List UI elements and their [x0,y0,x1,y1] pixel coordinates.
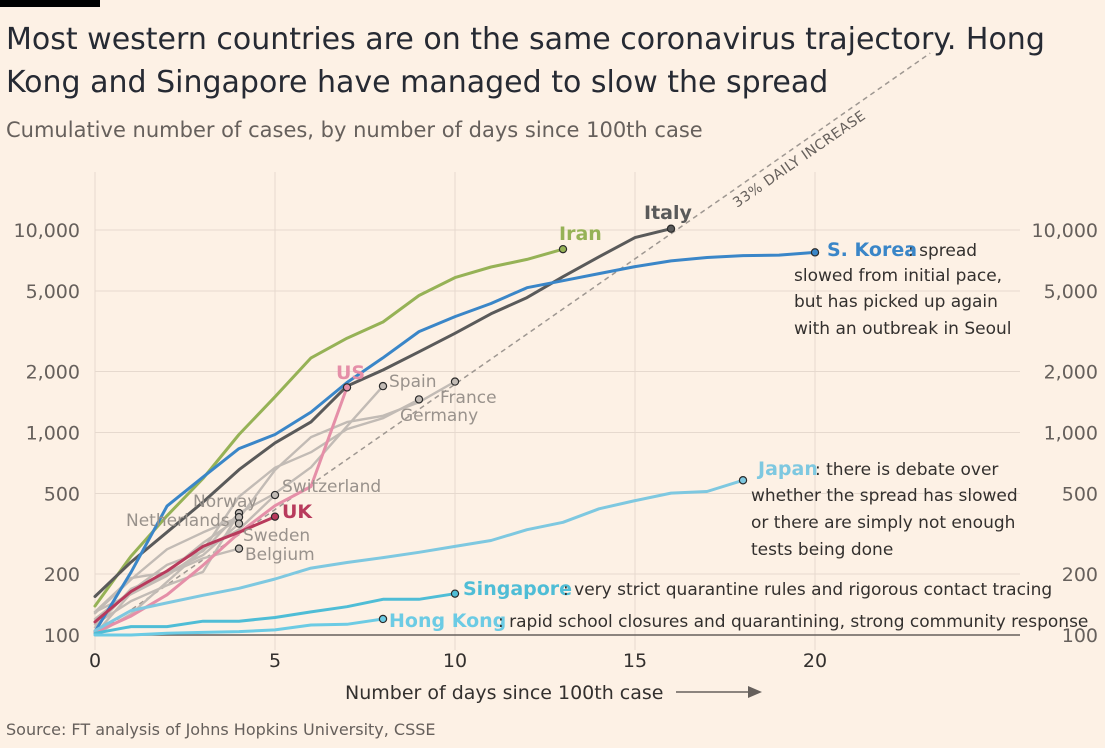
end-marker-spain [378,381,388,391]
end-marker-iran [558,244,568,254]
end-marker-belgium [234,544,244,553]
end-marker-switzerland [270,490,280,500]
series-line-us [93,385,349,634]
y-tick-label-right: 10,000 [1032,220,1098,242]
end-marker-uk [270,512,280,521]
annotation-japan: tests being done [751,540,893,560]
x-tick-label: 15 [623,650,647,672]
series-label-s-korea: S. Korea [827,239,917,261]
y-tick-label-left: 500 [44,483,80,505]
annotation-s-korea: : spread [908,241,977,261]
annotation-hong-kong: : rapid school closures and quarantining… [498,612,1088,632]
y-tick-label-right: 500 [1062,483,1098,505]
series-label-netherlands: Netherlands [126,511,230,531]
axes: 0 5 10 15 20 100 100 200 200 500 500 1,000 1,000 2,00… [14,220,1098,672]
end-marker-italy [666,224,676,233]
end-marker-us [342,383,352,392]
annotation-japan: : there is debate over [815,460,998,480]
series-label-spain: Spain [389,372,437,392]
series-label-germany: Germany [400,406,478,426]
series-label-hong-kong: Hong Kong [389,610,506,632]
series-label-italy: Italy [644,202,692,224]
series-label-france: France [440,388,497,408]
end-marker-s-korea [810,248,820,257]
annotation-japan: whether the spread has slowed [751,486,1018,506]
y-tick-label-left: 2,000 [26,362,80,384]
end-marker-japan [738,476,748,485]
y-tick-label-right: 2,000 [1044,362,1098,384]
annotation-singapore: : very strict quarantine rules and rigor… [563,580,1052,600]
chart-title: Most western countries are on the same c… [6,22,1045,100]
gridlines [94,172,1020,650]
y-tick-label-left: 5,000 [26,281,80,303]
series-label-us: US [336,362,365,384]
series-line-singapore [93,592,457,635]
y-tick-label-left: 10,000 [14,220,80,242]
series-label-norway: Norway [193,492,258,512]
trend-label: 33% DAILY INCREASE [730,108,869,211]
end-marker-germany [414,395,424,404]
ft-brand-bar [0,0,100,7]
x-tick-label: 5 [269,650,281,672]
end-marker-sweden [234,519,244,528]
series-line-hong-kong [93,617,385,637]
series-labels: Iran Italy S. Korea: spread slowed from ini… [126,202,1088,632]
x-axis-arrow-icon [676,686,762,698]
y-tick-label-left: 1,000 [26,423,80,445]
series-label-belgium: Belgium [245,545,315,565]
y-tick-label-right: 200 [1062,564,1098,586]
series-label-switzerland: Switzerland [282,477,381,497]
series-line-norway [93,511,241,626]
series-label-sweden: Sweden [243,526,310,546]
end-marker-singapore [450,589,460,598]
series-label-japan: Japan [756,458,818,480]
series-line-italy [93,227,673,598]
source-note: Source: FT analysis of Johns Hopkins Uni… [6,720,436,739]
annotation-s-korea: slowed from initial pace, [794,266,1002,286]
series-line-s-korea [93,250,817,634]
series-line-germany [93,398,421,614]
y-tick-label-right: 100 [1062,625,1098,647]
y-tick-label-right: 5,000 [1044,281,1098,303]
series-line-iran [93,247,565,608]
series-lines [93,224,820,637]
series-line-belgium [93,547,241,629]
x-tick-label: 10 [443,650,467,672]
end-marker-hong-kong [378,614,388,624]
trend-line-33pct [94,52,931,636]
x-tick-label: 0 [89,650,101,672]
series-label-singapore: Singapore [463,578,572,600]
series-line-uk [93,515,277,624]
x-tick-label: 20 [803,650,827,672]
series-label-uk: UK [282,501,313,523]
end-marker-france [450,377,460,386]
annotation-japan: or there are simply not enough [751,513,1015,533]
y-tick-label-left: 200 [44,564,80,586]
annotation-s-korea: but has picked up again [794,292,998,312]
y-tick-label-left: 100 [44,625,80,647]
series-label-iran: Iran [559,223,602,245]
y-tick-label-right: 1,000 [1044,423,1098,445]
chart-subtitle: Cumulative number of cases, by number of… [6,118,703,142]
x-axis-label: Number of days since 100th case [345,682,663,704]
annotation-s-korea: with an outbreak in Seoul [794,319,1012,339]
